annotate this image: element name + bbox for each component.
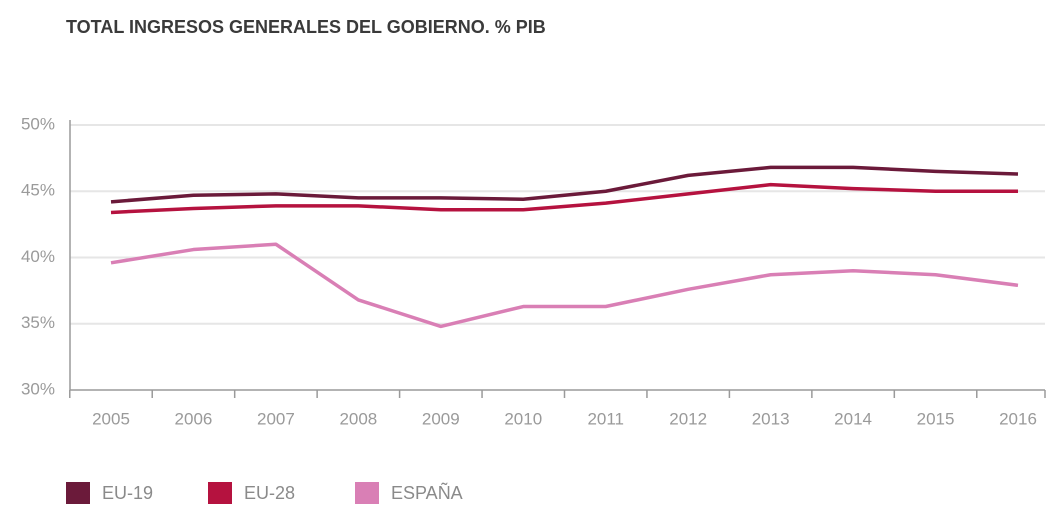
x-tick-label: 2007: [257, 409, 295, 428]
chart-title: TOTAL INGRESOS GENERALES DEL GOBIERNO. %…: [66, 17, 546, 37]
x-tick-label: 2013: [752, 409, 790, 428]
legend-label: EU-19: [102, 483, 153, 503]
x-tick-label: 2012: [669, 409, 707, 428]
x-tick-label: 2016: [999, 409, 1037, 428]
legend-swatch: [208, 482, 232, 504]
legend-label: ESPAÑA: [391, 482, 463, 503]
y-tick-label: 50%: [21, 114, 55, 133]
series-line: [110, 242, 1019, 329]
series-line: [110, 165, 1019, 204]
x-tick-label: 2006: [175, 409, 213, 428]
y-tick-label: 40%: [21, 247, 55, 266]
x-tick-label: 2009: [422, 409, 460, 428]
legend-label: EU-28: [244, 483, 295, 503]
x-tick-label: 2015: [917, 409, 955, 428]
x-tick-label: 2014: [834, 409, 872, 428]
y-tick-label: 30%: [21, 379, 55, 398]
x-tick-label: 2005: [92, 409, 130, 428]
legend-swatch: [355, 482, 379, 504]
y-tick-label: 35%: [21, 313, 55, 332]
legend-swatch: [66, 482, 90, 504]
x-tick-label: 2010: [504, 409, 542, 428]
x-tick-label: 2011: [587, 409, 624, 428]
y-tick-label: 45%: [21, 181, 55, 200]
x-tick-label: 2008: [339, 409, 377, 428]
series-line: [110, 182, 1018, 215]
